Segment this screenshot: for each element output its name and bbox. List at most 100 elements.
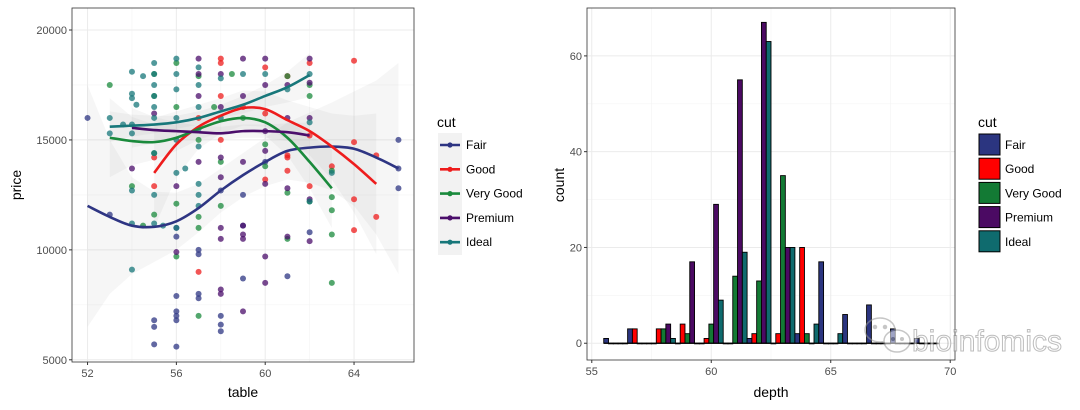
data-point (240, 231, 246, 238)
histogram-bar (780, 175, 786, 344)
data-point (262, 180, 269, 187)
data-point (151, 110, 158, 117)
left-ticks: 52 56 60 64 5000 10000 15000 20000 (36, 25, 360, 380)
data-point (328, 231, 335, 238)
data-point (217, 59, 224, 66)
data-point (195, 213, 202, 220)
data-point (217, 290, 224, 297)
x-tick-label: 60 (705, 366, 717, 378)
data-point (151, 341, 158, 348)
data-point (151, 59, 158, 66)
data-point (173, 343, 180, 350)
y-tick-label: 20000 (36, 25, 67, 37)
legend-key-point (447, 239, 453, 245)
data-point (284, 185, 291, 192)
data-point (195, 81, 202, 88)
data-point (195, 268, 202, 275)
watermark-text: bioinfomics (912, 325, 1062, 358)
data-point (195, 224, 202, 231)
y-tick-label: 20 (570, 242, 582, 254)
data-point (262, 176, 269, 183)
legend-label: Ideal (466, 235, 492, 249)
x-tick-label: 52 (81, 368, 93, 380)
data-point (217, 70, 224, 77)
data-point (262, 253, 269, 260)
data-point (351, 57, 358, 64)
data-point (195, 295, 202, 302)
data-point (217, 174, 224, 181)
data-point (173, 70, 180, 77)
histogram-bar (665, 323, 672, 344)
data-point (306, 238, 313, 245)
histogram-bar (713, 203, 719, 344)
data-point (262, 70, 269, 77)
data-point (395, 185, 402, 192)
histogram-bar (689, 261, 695, 344)
histogram-bar (818, 261, 825, 344)
data-point (395, 136, 402, 143)
data-point (195, 55, 202, 62)
x-tick-label: 60 (259, 368, 271, 380)
legend-key-swatch (978, 181, 1001, 204)
histogram-bar (737, 79, 743, 344)
data-point (306, 183, 313, 190)
histogram-bar (837, 333, 844, 344)
data-point (84, 114, 91, 121)
data-point (106, 81, 113, 88)
histogram-bar (670, 337, 676, 344)
data-point (351, 196, 358, 203)
legend-title: cut (978, 114, 997, 130)
data-point (195, 180, 202, 187)
data-point (262, 147, 269, 154)
data-point (240, 275, 246, 282)
data-point (217, 92, 224, 99)
data-point (217, 235, 224, 242)
data-point (262, 81, 269, 88)
data-point (173, 317, 180, 324)
data-point (240, 191, 246, 198)
histogram-bar (760, 21, 767, 344)
y-tick-label: 60 (570, 51, 582, 63)
legend-key-point (447, 142, 453, 148)
data-point (195, 312, 202, 319)
data-point (306, 79, 313, 86)
histogram-bar (655, 328, 662, 344)
x-axis-title: table (228, 384, 259, 400)
data-point (262, 163, 269, 170)
legend-label: Premium (466, 211, 514, 225)
right-panel-border (586, 7, 956, 361)
histogram-bar (627, 328, 633, 344)
histogram-bar (708, 323, 715, 344)
data-point (217, 224, 224, 231)
data-point (262, 110, 269, 117)
y-tick-label: 5000 (43, 355, 67, 367)
data-point (217, 154, 224, 161)
data-point (328, 207, 335, 214)
data-point (328, 194, 335, 201)
data-point (173, 308, 180, 315)
data-point (182, 165, 189, 172)
data-point (211, 103, 218, 110)
data-point (173, 114, 180, 121)
data-point (306, 59, 313, 66)
data-point (128, 95, 135, 102)
smooth-curve (109, 73, 311, 129)
data-point (195, 246, 202, 253)
data-point (228, 70, 235, 77)
legend-key-point (447, 166, 453, 172)
data-point (217, 103, 224, 110)
data-point (173, 224, 180, 231)
legend-key-point (447, 191, 453, 197)
data-point (195, 191, 202, 198)
histogram-bar (660, 328, 667, 344)
legend-label: Very Good (1005, 186, 1062, 200)
data-point (284, 167, 291, 174)
data-point (151, 211, 158, 218)
data-point (217, 158, 224, 165)
histogram-bar (751, 333, 758, 344)
histogram-bar (794, 333, 801, 344)
legend-label: Good (466, 162, 495, 176)
data-point (151, 191, 158, 198)
